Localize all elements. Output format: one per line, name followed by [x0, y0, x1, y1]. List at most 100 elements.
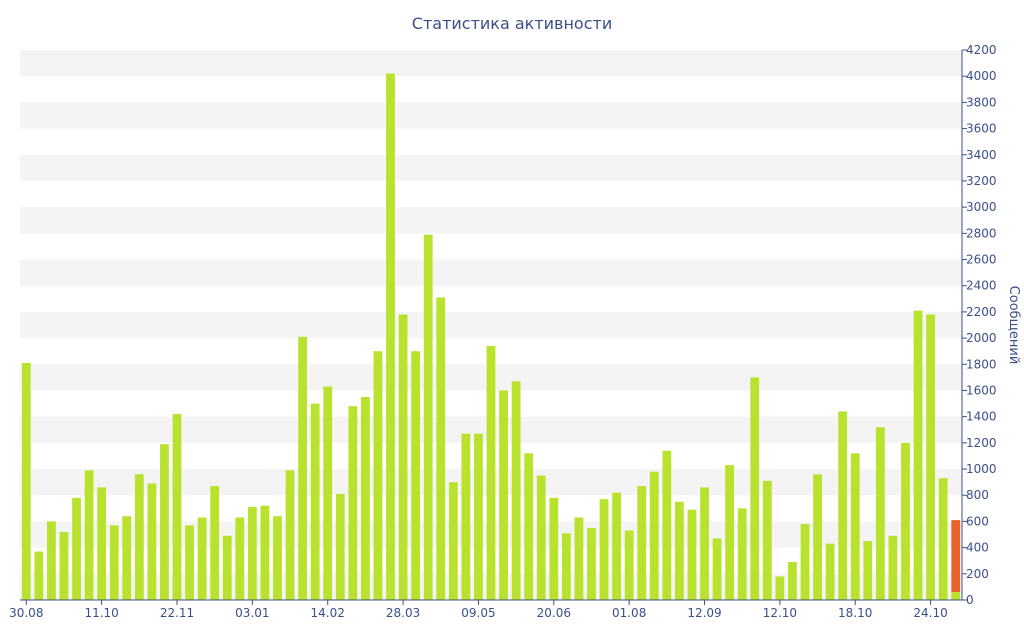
bar	[197, 517, 207, 600]
y-tick-label: 1400	[966, 410, 997, 424]
y-tick-label: 2800	[966, 226, 997, 240]
x-tick-label: 01.08	[612, 606, 646, 620]
bar	[285, 470, 295, 600]
bar	[160, 444, 169, 600]
bar	[335, 493, 345, 600]
bar	[134, 474, 144, 600]
y-tick-label: 1800	[966, 357, 997, 371]
bar	[411, 351, 421, 600]
bar	[524, 453, 534, 600]
bar	[549, 497, 559, 600]
y-tick-label: 600	[966, 514, 989, 528]
bar	[587, 527, 596, 600]
bar	[398, 314, 408, 600]
bar	[461, 433, 471, 600]
bar	[448, 482, 458, 600]
y-tick-label: 0	[966, 593, 974, 607]
bar	[863, 541, 873, 600]
x-tick-label: 11.10	[84, 606, 118, 620]
x-tick-label: 28.03	[386, 606, 420, 620]
bar	[185, 525, 194, 600]
grid-band	[20, 50, 962, 77]
bar	[901, 442, 910, 600]
bar	[474, 433, 483, 600]
bar	[561, 533, 571, 600]
bar	[838, 411, 848, 600]
bar	[172, 414, 182, 600]
bar	[762, 480, 772, 600]
bar	[637, 486, 647, 600]
bar	[800, 524, 810, 600]
bar	[775, 576, 785, 600]
grid-band	[20, 102, 962, 129]
bar	[662, 450, 672, 600]
y-axis-label: Сообщений	[1006, 286, 1021, 365]
bar	[737, 508, 747, 600]
grid-band	[20, 311, 962, 339]
y-axis: 0 200 400 600 800 1000 1200 1400 1600 1800 2000 220…	[961, 43, 997, 607]
bar	[47, 521, 56, 600]
grid-band	[20, 207, 962, 234]
bar	[624, 530, 634, 600]
bar	[486, 345, 496, 600]
y-tick-label: 1000	[966, 462, 997, 476]
bar	[34, 551, 44, 600]
bar	[373, 351, 383, 600]
bar	[260, 505, 270, 600]
bar	[122, 516, 132, 600]
bar	[210, 486, 220, 600]
bar	[599, 499, 609, 600]
bar	[21, 362, 31, 600]
bar	[59, 531, 69, 600]
y-tick-label: 1200	[966, 436, 997, 450]
y-tick-label: 3600	[966, 122, 997, 136]
bar	[725, 465, 735, 600]
bar	[926, 314, 935, 600]
grid-band	[20, 154, 962, 181]
bar-current-period-base	[951, 592, 961, 600]
bar	[612, 492, 621, 600]
bar	[109, 525, 119, 600]
x-tick-label: 20.06	[537, 606, 571, 620]
y-tick-label: 2600	[966, 253, 997, 267]
x-axis: 30.08 11.10 22.11 03.01 14.02 28.03 09.05 20.06…	[9, 599, 962, 620]
bar	[750, 377, 760, 600]
bar	[499, 390, 508, 600]
bars	[21, 73, 961, 601]
y-tick-label: 2400	[966, 279, 997, 293]
bar	[675, 501, 684, 600]
y-tick-label: 800	[966, 488, 989, 502]
bar	[536, 475, 546, 600]
bar	[84, 470, 94, 600]
chart-title: Статистика активности	[411, 14, 613, 33]
bar	[700, 487, 709, 600]
x-tick-label: 12.10	[763, 606, 797, 620]
x-tick-label: 24.10	[913, 606, 947, 620]
x-tick-label: 09.05	[461, 606, 495, 620]
y-tick-label: 200	[966, 567, 989, 581]
bar	[222, 535, 232, 600]
bar	[273, 516, 282, 600]
bar	[247, 507, 257, 600]
bar	[235, 517, 245, 600]
bar	[323, 386, 333, 600]
y-tick-label: 400	[966, 541, 989, 555]
x-tick-label: 18.10	[838, 606, 872, 620]
y-tick-label: 4000	[966, 69, 997, 83]
bar	[298, 336, 307, 600]
y-tick-label: 3400	[966, 148, 997, 162]
y-tick-label: 2200	[966, 305, 997, 319]
bar	[361, 397, 370, 600]
x-tick-label: 12.09	[687, 606, 721, 620]
bar	[436, 297, 446, 600]
bar	[712, 538, 722, 600]
bar	[511, 381, 521, 600]
bar	[574, 517, 584, 600]
y-tick-label: 2000	[966, 331, 997, 345]
x-tick-label: 14.02	[311, 606, 345, 620]
bar	[649, 471, 659, 600]
bar	[888, 535, 898, 600]
bar	[386, 73, 395, 601]
